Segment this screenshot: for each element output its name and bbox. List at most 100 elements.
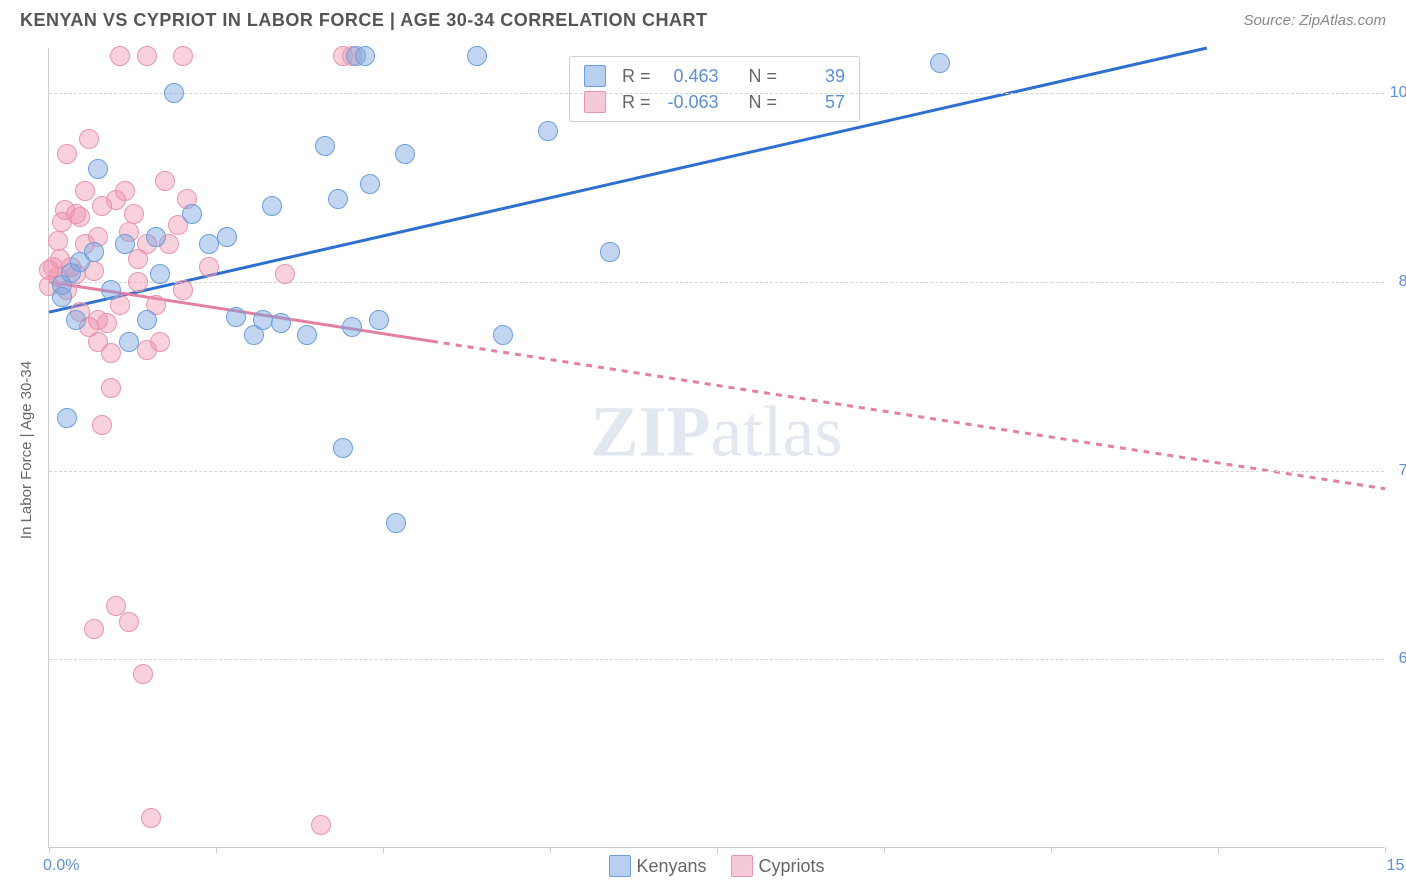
y-tick-label: 100.0% bbox=[1390, 84, 1406, 102]
scatter-point-series1 bbox=[493, 325, 513, 345]
scatter-point-series1 bbox=[386, 513, 406, 533]
legend-item-series1: Kenyans bbox=[608, 855, 706, 877]
r-label: R = bbox=[622, 92, 651, 113]
scatter-point-series1 bbox=[150, 264, 170, 284]
scatter-point-series1 bbox=[52, 287, 72, 307]
scatter-point-series2 bbox=[70, 207, 90, 227]
scatter-point-series2 bbox=[79, 129, 99, 149]
scatter-point-series1 bbox=[262, 196, 282, 216]
scatter-point-series2 bbox=[128, 272, 148, 292]
series-legend: Kenyans Cypriots bbox=[608, 855, 824, 877]
stats-row-series1: R = 0.463 N = 39 bbox=[584, 63, 845, 89]
r-value-series1: 0.463 bbox=[661, 66, 719, 87]
scatter-point-series1 bbox=[88, 159, 108, 179]
scatter-point-series2 bbox=[48, 231, 68, 251]
scatter-point-series1 bbox=[119, 332, 139, 352]
x-tick bbox=[216, 847, 217, 853]
x-tick bbox=[717, 847, 718, 853]
scatter-point-series2 bbox=[101, 378, 121, 398]
x-axis-max-label: 15.0% bbox=[1387, 857, 1406, 875]
scatter-point-series1 bbox=[369, 310, 389, 330]
scatter-point-series1 bbox=[538, 121, 558, 141]
x-tick bbox=[1385, 847, 1386, 853]
y-axis-title: In Labor Force | Age 30-34 bbox=[18, 361, 35, 539]
chart-title: KENYAN VS CYPRIOT IN LABOR FORCE | AGE 3… bbox=[20, 10, 707, 31]
n-value-series2: 57 bbox=[787, 92, 845, 113]
scatter-point-series1 bbox=[253, 310, 273, 330]
scatter-point-series2 bbox=[84, 619, 104, 639]
legend-item-series2: Cypriots bbox=[731, 855, 825, 877]
scatter-point-series1 bbox=[115, 234, 135, 254]
watermark: ZIPatlas bbox=[591, 390, 843, 473]
scatter-chart: ZIPatlas R = 0.463 N = 39 R = -0.063 N =… bbox=[48, 48, 1384, 848]
scatter-point-series2 bbox=[137, 46, 157, 66]
scatter-point-series1 bbox=[66, 310, 86, 330]
scatter-point-series1 bbox=[297, 325, 317, 345]
scatter-point-series1 bbox=[600, 242, 620, 262]
source-label: Source: ZipAtlas.com bbox=[1243, 12, 1386, 29]
gridline bbox=[49, 282, 1384, 283]
r-label: R = bbox=[622, 66, 651, 87]
scatter-point-series2 bbox=[75, 181, 95, 201]
scatter-point-series1 bbox=[395, 144, 415, 164]
n-label: N = bbox=[749, 92, 778, 113]
y-tick-label: 87.5% bbox=[1399, 273, 1406, 291]
correlation-stats-box: R = 0.463 N = 39 R = -0.063 N = 57 bbox=[569, 56, 860, 122]
scatter-point-series1 bbox=[315, 136, 335, 156]
scatter-point-series2 bbox=[110, 46, 130, 66]
scatter-point-series1 bbox=[328, 189, 348, 209]
gridline bbox=[49, 93, 1384, 94]
scatter-point-series2 bbox=[101, 343, 121, 363]
scatter-point-series2 bbox=[115, 181, 135, 201]
legend-label-series1: Kenyans bbox=[636, 856, 706, 877]
scatter-point-series2 bbox=[133, 664, 153, 684]
scatter-point-series2 bbox=[199, 257, 219, 277]
scatter-point-series1 bbox=[333, 438, 353, 458]
scatter-point-series1 bbox=[164, 83, 184, 103]
scatter-point-series1 bbox=[360, 174, 380, 194]
x-axis-min-label: 0.0% bbox=[43, 857, 79, 875]
scatter-point-series1 bbox=[84, 242, 104, 262]
r-value-series2: -0.063 bbox=[661, 92, 719, 113]
scatter-point-series2 bbox=[119, 612, 139, 632]
scatter-point-series2 bbox=[57, 144, 77, 164]
x-tick bbox=[884, 847, 885, 853]
scatter-point-series1 bbox=[355, 46, 375, 66]
x-tick bbox=[1218, 847, 1219, 853]
scatter-point-series2 bbox=[155, 171, 175, 191]
scatter-point-series1 bbox=[146, 227, 166, 247]
swatch-series2-icon bbox=[584, 91, 606, 113]
trend-lines bbox=[49, 48, 1385, 848]
n-value-series1: 39 bbox=[787, 66, 845, 87]
gridline bbox=[49, 471, 1384, 472]
scatter-point-series1 bbox=[930, 53, 950, 73]
scatter-point-series2 bbox=[275, 264, 295, 284]
scatter-point-series1 bbox=[101, 280, 121, 300]
scatter-point-series2 bbox=[150, 332, 170, 352]
y-tick-label: 62.5% bbox=[1399, 650, 1406, 668]
legend-label-series2: Cypriots bbox=[759, 856, 825, 877]
gridline bbox=[49, 659, 1384, 660]
scatter-point-series2 bbox=[97, 313, 117, 333]
swatch-series1-icon bbox=[608, 855, 630, 877]
x-tick bbox=[1051, 847, 1052, 853]
x-tick bbox=[49, 847, 50, 853]
swatch-series2-icon bbox=[731, 855, 753, 877]
scatter-point-series2 bbox=[311, 815, 331, 835]
x-tick bbox=[383, 847, 384, 853]
y-tick-label: 75.0% bbox=[1399, 462, 1406, 480]
scatter-point-series2 bbox=[92, 415, 112, 435]
scatter-point-series2 bbox=[173, 280, 193, 300]
scatter-point-series2 bbox=[124, 204, 144, 224]
scatter-point-series1 bbox=[57, 408, 77, 428]
scatter-point-series1 bbox=[467, 46, 487, 66]
scatter-point-series1 bbox=[182, 204, 202, 224]
scatter-point-series1 bbox=[342, 317, 362, 337]
scatter-point-series2 bbox=[173, 46, 193, 66]
scatter-point-series1 bbox=[217, 227, 237, 247]
swatch-series1-icon bbox=[584, 65, 606, 87]
scatter-point-series1 bbox=[271, 313, 291, 333]
scatter-point-series1 bbox=[137, 310, 157, 330]
x-tick bbox=[550, 847, 551, 853]
scatter-point-series1 bbox=[226, 307, 246, 327]
